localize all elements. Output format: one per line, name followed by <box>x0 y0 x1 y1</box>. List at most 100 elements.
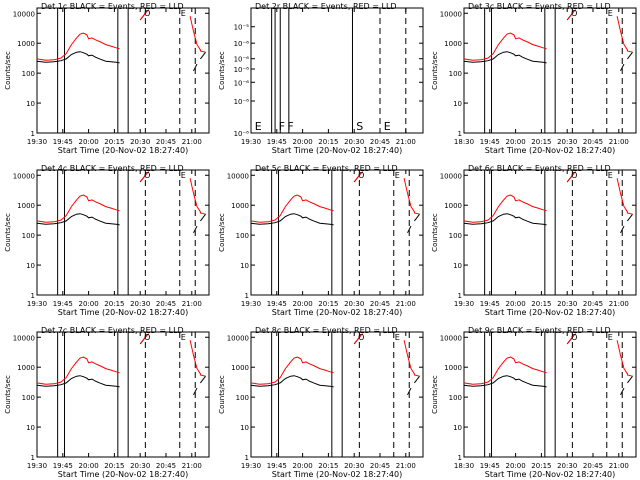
x-tick-label: 20:00 <box>293 300 313 308</box>
x-tick-label: 20:45 <box>583 138 603 146</box>
x-tick-label: 21:00 <box>609 300 629 308</box>
marker-label: O <box>358 171 364 180</box>
region-label: S <box>356 120 363 133</box>
y-tick-label: 10000 <box>440 172 462 180</box>
marker-label: O <box>358 333 364 342</box>
series-line-lld <box>463 171 633 223</box>
y-axis-label: Counts/sec <box>431 213 439 252</box>
x-tick-label: 20:00 <box>506 138 526 146</box>
y-tick-label: 100 <box>22 70 35 78</box>
x-tick-label: 20:45 <box>370 138 390 146</box>
x-tick-label: 19:45 <box>267 462 287 470</box>
marker-label: E <box>608 333 613 342</box>
y-axis-label: Counts/sec <box>4 375 12 414</box>
region-label: F <box>279 120 285 133</box>
chart-title: Det 5c BLACK = Events, RED = LLD <box>255 164 398 173</box>
x-tick-label: 18:30 <box>454 462 474 470</box>
x-tick-label: 21:00 <box>182 462 202 470</box>
y-tick-label: 1 <box>31 130 35 138</box>
x-tick-label: 20:45 <box>156 300 176 308</box>
x-tick-label: 21:00 <box>609 462 629 470</box>
chart-panel-1: Det 1c BLACK = Events, RED = LLD 1 10 100 10… <box>4 2 210 155</box>
x-tick-label: 20:00 <box>506 462 526 470</box>
plot-frame <box>250 7 424 134</box>
marker-label: O <box>144 9 150 18</box>
x-axis-label: Start Time (20-Nov-02 18:27:40) <box>272 308 402 317</box>
y-tick-label: 1 <box>245 292 249 300</box>
series-line-lld <box>250 171 420 223</box>
x-tick-label: 20:00 <box>506 300 526 308</box>
y-tick-label: 100 <box>22 232 35 240</box>
y-tick-label: 1000 <box>231 364 249 372</box>
x-tick-label: 21:00 <box>609 138 629 146</box>
x-tick-label: 20:30 <box>557 300 577 308</box>
y-tick-label: 10 <box>26 262 35 270</box>
x-tick-label: 19:45 <box>267 138 287 146</box>
y-axis-label: Counts/sec <box>431 375 439 414</box>
x-tick-label: 19:45 <box>480 462 500 470</box>
region-label: E <box>255 120 262 133</box>
chart-panel-6: Det 6c BLACK = Events, RED = LLD 1 10 100 10… <box>431 164 637 317</box>
x-tick-label: 19:30 <box>27 462 47 470</box>
marker-label: E <box>181 171 186 180</box>
y-tick-label: 1 <box>31 292 35 300</box>
x-tick-label: 20:00 <box>293 462 313 470</box>
plot-frame <box>463 7 637 134</box>
x-tick-label: 20:15 <box>531 300 551 308</box>
x-tick-label: 20:30 <box>130 300 150 308</box>
x-tick-label: 20:30 <box>344 462 364 470</box>
y-tick-label: 1 <box>31 454 35 462</box>
y-tick-label: 100 <box>449 70 462 78</box>
x-tick-label: 18:30 <box>454 138 474 146</box>
x-tick-label: 19:30 <box>27 138 47 146</box>
marker-label: E <box>395 333 400 342</box>
y-tick-label: 10⁻⁵ <box>234 24 250 32</box>
marker-label: E <box>395 171 400 180</box>
x-tick-label: 19:30 <box>241 138 261 146</box>
y-tick-label: 10000 <box>440 334 462 342</box>
x-tick-label: 20:15 <box>104 462 124 470</box>
x-axis-label: Start Time (20-Nov-02 18:27:40) <box>485 146 615 155</box>
y-tick-label: 100 <box>449 232 462 240</box>
y-tick-label: 10000 <box>440 10 462 18</box>
x-tick-label: 20:30 <box>344 300 364 308</box>
y-tick-label: 10 <box>240 262 249 270</box>
y-tick-label: 1 <box>458 454 462 462</box>
chart-panel-8: Det 8c BLACK = Events, RED = LLD 1 10 100 10… <box>218 326 424 479</box>
y-tick-label: 10000 <box>227 172 249 180</box>
chart-panel-9: Det 9c BLACK = Events, RED = LLD 1 10 100 10… <box>431 326 637 479</box>
x-axis-label: Start Time (20-Nov-02 18:27:40) <box>58 470 188 479</box>
y-axis-label: Counts/sec <box>218 51 226 90</box>
plot-frame <box>463 169 637 296</box>
chart-panel-5: Det 5c BLACK = Events, RED = LLD 1 10 100 10… <box>218 164 424 317</box>
x-axis-label: Start Time (20-Nov-02 18:27:40) <box>485 308 615 317</box>
y-tick-label: 10 <box>453 262 462 270</box>
y-tick-label: 1000 <box>17 364 35 372</box>
chart-title: Det 4c BLACK = Events, RED = LLD <box>41 164 184 173</box>
y-tick-label: 1000 <box>444 364 462 372</box>
plot-frame <box>36 331 210 458</box>
x-tick-label: 19:45 <box>480 300 500 308</box>
plot-frame <box>463 331 637 458</box>
marker-label: E <box>181 9 186 18</box>
x-axis-label: Start Time (20-Nov-02 18:27:40) <box>272 470 402 479</box>
x-tick-label: 20:30 <box>557 138 577 146</box>
y-tick-label: 100 <box>236 394 249 402</box>
series-line-lld <box>463 333 633 385</box>
y-axis-label: Counts/sec <box>218 375 226 414</box>
y-tick-label: 10⁻⁶ <box>234 56 250 64</box>
series-line-lld <box>36 9 206 61</box>
y-tick-label: 10000 <box>13 172 35 180</box>
x-tick-label: 20:45 <box>583 300 603 308</box>
x-tick-label: 20:15 <box>318 462 338 470</box>
marker-label: E <box>181 333 186 342</box>
x-tick-label: 20:45 <box>156 138 176 146</box>
region-label: E <box>384 120 391 133</box>
x-axis-label: Start Time (20-Nov-02 18:27:40) <box>485 470 615 479</box>
x-tick-label: 19:45 <box>53 138 73 146</box>
x-tick-label: 19:30 <box>241 462 261 470</box>
plot-frame <box>250 331 424 458</box>
x-tick-label: 20:00 <box>79 300 99 308</box>
y-tick-label: 10⁻⁶ <box>234 66 250 74</box>
